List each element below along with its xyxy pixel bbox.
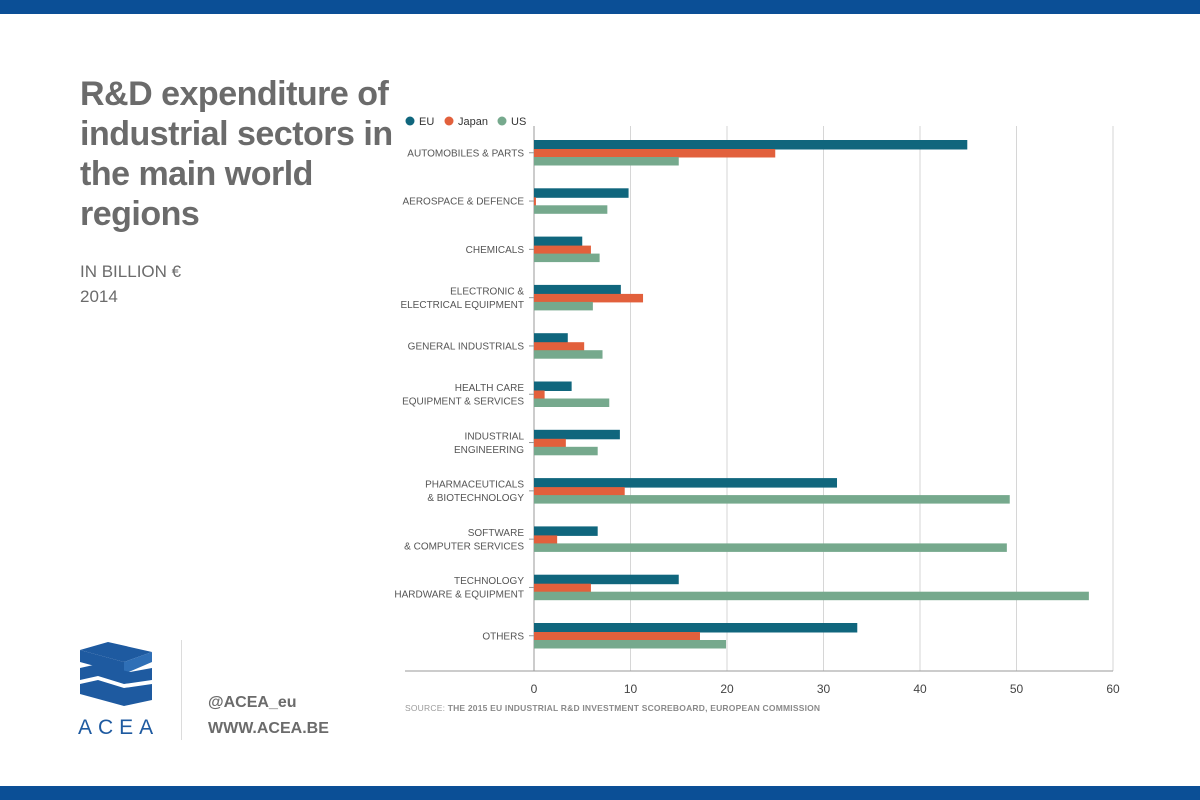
- x-tick-label: 40: [913, 682, 927, 696]
- footer-divider: [181, 640, 182, 740]
- category-label: TECHNOLOGY: [454, 576, 524, 587]
- category-label: HARDWARE & EQUIPMENT: [394, 590, 524, 601]
- bar-us: [534, 543, 1007, 552]
- bar-japan: [534, 535, 558, 544]
- bar-us: [534, 591, 1089, 601]
- category-label: PHARMACEUTICALS: [425, 480, 524, 491]
- bar-eu: [534, 236, 583, 247]
- chart-title: R&D expenditure of industrial sectors in…: [80, 75, 393, 233]
- bar-eu: [534, 574, 679, 585]
- x-tick-label: 30: [817, 682, 831, 696]
- source-text: THE 2015 EU INDUSTRIAL R&D INVESTMENT SC…: [447, 703, 821, 713]
- bar-us: [534, 157, 679, 166]
- website-link[interactable]: WWW.ACEA.BE: [208, 720, 329, 737]
- bar-eu: [534, 478, 838, 488]
- bar-eu: [534, 526, 598, 536]
- x-tick-label: 10: [624, 682, 638, 696]
- category-label: EQUIPMENT & SERVICES: [402, 397, 524, 408]
- x-tick-label: 60: [1106, 682, 1120, 696]
- year-label: 2014: [80, 287, 118, 306]
- bar-us: [534, 640, 727, 649]
- legend-label: US: [511, 116, 526, 128]
- logo-text: ACEA: [78, 716, 160, 739]
- category-label: ELECTRONIC &: [450, 286, 524, 297]
- x-tick-label: 0: [531, 682, 538, 696]
- bar-japan: [534, 390, 545, 399]
- category-label: ELECTRICAL EQUIPMENT: [400, 300, 524, 311]
- bar-us: [534, 398, 610, 407]
- source-note: SOURCE: THE 2015 EU INDUSTRIAL R&D INVES…: [405, 703, 820, 713]
- legend-marker: [405, 116, 415, 126]
- category-label: INDUSTRIAL: [465, 431, 525, 442]
- twitter-link[interactable]: @ACEA_eu: [208, 694, 297, 711]
- category-label: OTHERS: [482, 631, 524, 642]
- bar-us: [534, 495, 1010, 504]
- footer-links: @ACEA_eu WWW.ACEA.BE: [208, 690, 329, 742]
- bar-japan: [534, 245, 591, 255]
- bar-eu: [534, 429, 620, 440]
- category-label: AUTOMOBILES & PARTS: [407, 148, 524, 159]
- bar-japan: [534, 293, 644, 303]
- x-tick-label: 20: [720, 682, 734, 696]
- source-prefix: SOURCE:: [405, 703, 446, 713]
- bar-eu: [534, 623, 858, 633]
- category-label: CHEMICALS: [466, 245, 525, 256]
- bottom-band: [0, 786, 1200, 800]
- legend-marker: [444, 116, 454, 126]
- category-label: HEALTH CARE: [455, 383, 525, 394]
- bar-us: [534, 350, 603, 359]
- category-label: AEROSPACE & DEFENCE: [402, 197, 524, 208]
- bar-eu: [534, 140, 968, 150]
- bar-japan: [534, 583, 591, 593]
- top-band: [0, 0, 1200, 14]
- bar-eu: [534, 188, 629, 198]
- acea-logo[interactable]: ACEA: [78, 640, 158, 744]
- legend-label: EU: [419, 116, 434, 128]
- legend-marker: [497, 116, 507, 126]
- chart-subtitle: IN BILLION € 2014: [80, 259, 181, 309]
- bar-japan: [534, 438, 566, 448]
- bar-japan: [534, 149, 776, 158]
- category-label: GENERAL INDUSTRIALS: [408, 341, 525, 352]
- bar-japan: [534, 632, 700, 641]
- bar-japan: [534, 342, 585, 351]
- bar-eu: [534, 333, 568, 343]
- bar-us: [534, 301, 593, 311]
- bar-us: [534, 253, 600, 263]
- legend-label: Japan: [458, 116, 488, 128]
- category-label: & COMPUTER SERVICES: [404, 541, 524, 552]
- bar-eu: [534, 284, 621, 295]
- bar-eu: [534, 381, 572, 391]
- category-label: SOFTWARE: [468, 528, 525, 539]
- acea-logo-icon: [80, 642, 152, 706]
- x-tick-label: 50: [1010, 682, 1024, 696]
- bar-us: [534, 205, 608, 214]
- category-label: & BIOTECHNOLOGY: [427, 493, 524, 504]
- bar-japan: [534, 197, 536, 206]
- unit-label: IN BILLION €: [80, 262, 182, 281]
- bar-us: [534, 446, 598, 456]
- category-label: ENGINEERING: [454, 445, 524, 456]
- bar-japan: [534, 487, 625, 496]
